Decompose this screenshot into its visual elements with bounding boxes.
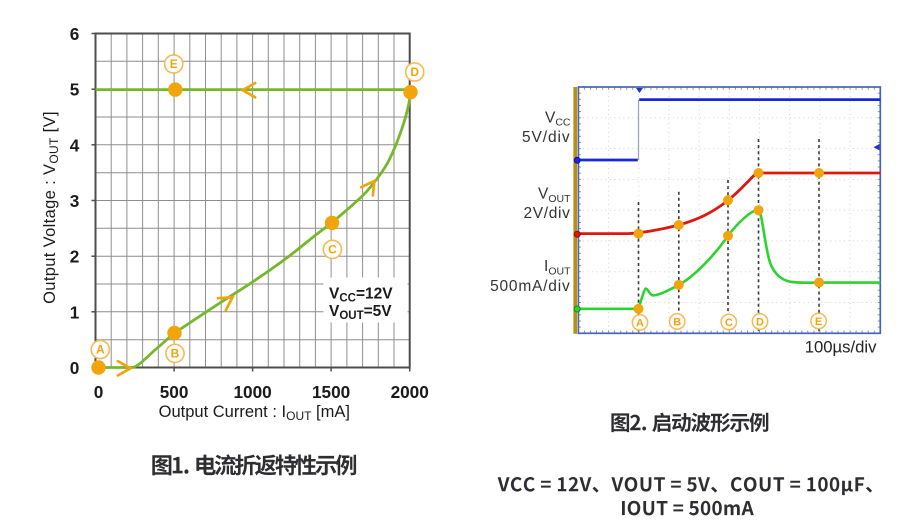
svg-text:IOUT: IOUT [544,258,571,277]
svg-text:500mA/div: 500mA/div [490,278,570,295]
svg-text:500: 500 [160,382,189,402]
svg-text:2000: 2000 [391,382,429,402]
svg-text:0: 0 [70,358,80,378]
svg-text:4: 4 [70,135,80,155]
svg-text:B: B [171,347,180,361]
svg-text:C: C [725,317,733,329]
svg-text:E: E [815,316,822,328]
svg-text:E: E [170,57,178,71]
svg-text:C: C [328,243,337,257]
svg-text:6: 6 [70,24,80,44]
svg-text:0: 0 [94,382,104,402]
svg-text:2: 2 [70,247,80,267]
svg-text:VCC=12V: VCC=12V [329,286,393,305]
svg-text:1500: 1500 [312,382,350,402]
svg-text:100µs/div: 100µs/div [805,337,877,356]
svg-text:Output Voltage : VOUT [V]: Output Voltage : VOUT [V] [41,111,61,304]
svg-text:A: A [96,343,105,357]
svg-text:D: D [410,65,419,79]
svg-text:2V/div: 2V/div [524,205,571,222]
svg-text:1: 1 [70,302,80,322]
svg-text:D: D [756,316,764,328]
svg-text:5: 5 [70,80,80,100]
svg-text:A: A [636,317,644,329]
svg-text:1000: 1000 [233,382,271,402]
svg-text:3: 3 [70,191,80,211]
svg-text:VOUT: VOUT [538,186,571,205]
svg-text:Output Current : IOUT [mA]: Output Current : IOUT [mA] [159,403,350,423]
svg-text:5V/div: 5V/div [522,129,570,146]
svg-text:VCC: VCC [545,109,571,128]
svg-text:B: B [673,316,681,328]
